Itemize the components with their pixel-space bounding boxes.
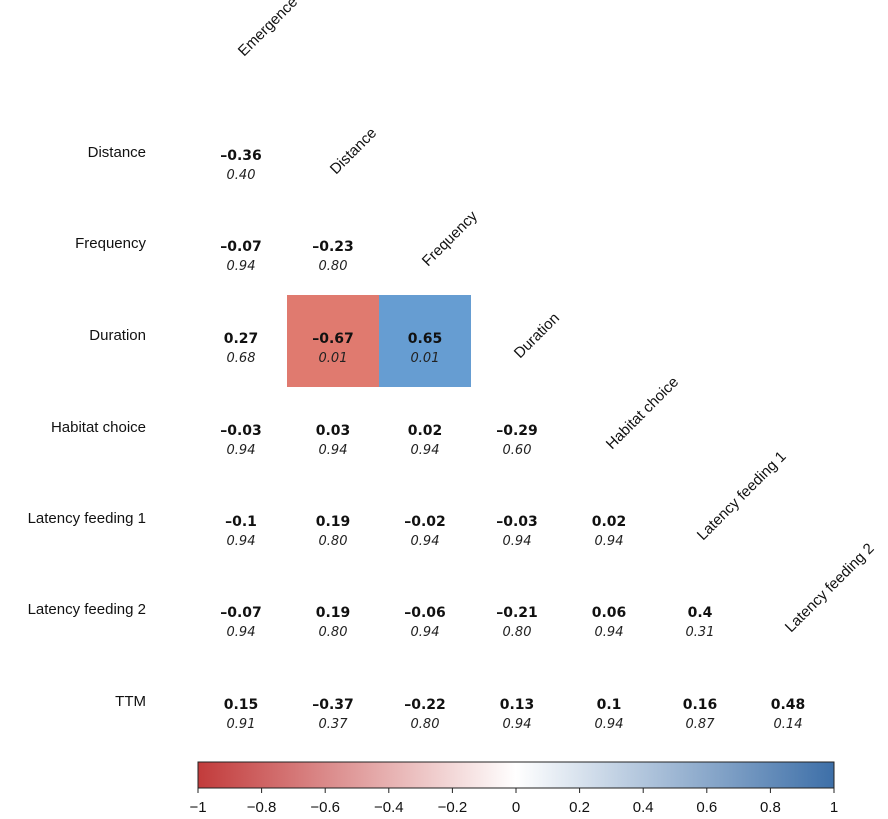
p-value: 0.87 <box>686 717 716 732</box>
correlation-value: –0.03 <box>220 423 262 439</box>
colorbar-gradient <box>197 761 835 789</box>
colorbar-tick-label: 0.6 <box>696 799 717 816</box>
p-value: 0.40 <box>227 168 256 183</box>
colorbar-tick-label: 0.2 <box>569 799 590 816</box>
correlation-value: –0.36 <box>220 148 262 164</box>
p-value: 0.94 <box>595 534 624 549</box>
p-value: 0.80 <box>319 259 348 274</box>
row-label: Latency feeding 2 <box>28 601 146 618</box>
correlation-value: –0.07 <box>220 605 262 621</box>
correlation-value: 0.02 <box>408 423 443 439</box>
correlation-value: 0.03 <box>316 423 351 439</box>
p-value: 0.94 <box>411 534 440 549</box>
correlation-value: 0.06 <box>592 605 627 621</box>
colorbar-tick-label: −0.6 <box>310 799 340 816</box>
correlation-value: 0.13 <box>500 697 535 713</box>
p-value: 0.94 <box>411 443 440 458</box>
colorbar-tick-label: −0.8 <box>247 799 277 816</box>
p-value: 0.01 <box>319 351 348 366</box>
p-value: 0.68 <box>227 351 256 366</box>
p-value: 0.94 <box>595 717 624 732</box>
correlation-value: 0.19 <box>316 605 351 621</box>
row-label: TTM <box>115 693 146 710</box>
colorbar-tick-label: 1 <box>830 799 838 816</box>
correlation-value: 0.4 <box>688 605 713 621</box>
correlation-value: –0.07 <box>220 239 262 255</box>
row-labels: Distance Frequency Duration Habitat choice L… <box>28 144 147 710</box>
correlation-value: 0.02 <box>592 514 627 530</box>
p-value: 0.80 <box>319 534 348 549</box>
colorbar-tick-label: −1 <box>189 799 206 816</box>
column-label: Emergence time <box>235 0 324 60</box>
p-value: 0.14 <box>774 717 803 732</box>
correlation-value: –0.1 <box>225 514 257 530</box>
p-value: 0.91 <box>227 717 256 732</box>
p-value: 0.94 <box>411 625 440 640</box>
p-value: 0.94 <box>227 534 256 549</box>
correlation-value: –0.02 <box>404 514 446 530</box>
correlation-value: –0.22 <box>404 697 446 713</box>
colorbar-tick-label: −0.4 <box>374 799 404 816</box>
p-value: 0.94 <box>227 259 256 274</box>
correlation-value: –0.03 <box>496 514 538 530</box>
heat-cell-0 <box>287 295 379 387</box>
column-label: Latency feeding 1 <box>694 448 790 544</box>
p-value: 0.31 <box>686 625 715 640</box>
correlation-value: –0.21 <box>496 605 538 621</box>
correlation-value: 0.27 <box>224 331 259 347</box>
p-value: 0.37 <box>319 717 349 732</box>
correlation-value: 0.1 <box>597 697 622 713</box>
row-label: Distance <box>88 144 146 161</box>
correlation-value: 0.48 <box>771 697 806 713</box>
column-label: Frequency <box>419 207 481 269</box>
p-value: 0.94 <box>227 625 256 640</box>
colorbar: −1 −0.8 −0.6 −0.4 −0.2 0 0.2 0.4 0.6 0.8 1 <box>189 761 838 816</box>
column-label: Habitat choice <box>603 374 682 453</box>
column-label: Duration <box>511 310 563 362</box>
correlation-value: –0.67 <box>312 331 354 347</box>
row-label: Latency feeding 1 <box>28 510 146 527</box>
heat-cell-1 <box>379 295 471 387</box>
p-value: 0.94 <box>319 443 348 458</box>
correlation-value: –0.29 <box>496 423 538 439</box>
colorbar-tick-label: 0.4 <box>633 799 654 816</box>
p-value: 0.80 <box>411 717 440 732</box>
p-value: 0.94 <box>503 534 532 549</box>
p-value: 0.80 <box>503 625 532 640</box>
p-value: 0.01 <box>411 351 440 366</box>
correlation-value: –0.37 <box>312 697 354 713</box>
column-label: Distance <box>327 125 380 178</box>
row-label: Frequency <box>75 235 146 252</box>
colorbar-tick-label: 0.8 <box>760 799 781 816</box>
correlation-value: –0.06 <box>404 605 446 621</box>
colorbar-tick-label: −0.2 <box>438 799 468 816</box>
correlation-value: –0.23 <box>312 239 354 255</box>
correlation-values: –0.36 0.40 –0.07 0.94 –0.23 0.80 0.27 0.68 –0.67… <box>220 148 805 732</box>
correlation-value: 0.19 <box>316 514 351 530</box>
row-label: Duration <box>89 327 146 344</box>
correlation-value: 0.65 <box>408 331 443 347</box>
p-value: 0.60 <box>503 443 532 458</box>
row-label: Habitat choice <box>51 419 146 436</box>
p-value: 0.94 <box>227 443 256 458</box>
highlighted-cells <box>287 295 471 387</box>
correlation-value: 0.15 <box>224 697 259 713</box>
column-label: Latency feeding 2 <box>782 540 878 636</box>
colorbar-tick-label: 0 <box>512 799 520 816</box>
p-value: 0.94 <box>503 717 532 732</box>
correlation-value: 0.16 <box>683 697 718 713</box>
p-value: 0.80 <box>319 625 348 640</box>
p-value: 0.94 <box>595 625 624 640</box>
